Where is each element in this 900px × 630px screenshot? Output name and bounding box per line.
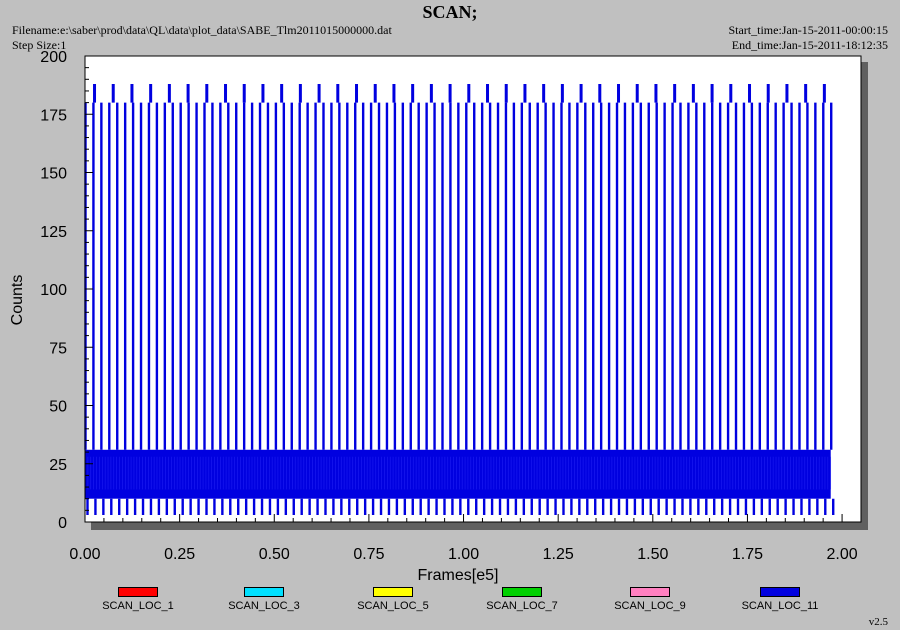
legend-item: SCAN_LOC_5 (338, 587, 448, 612)
y-tick-label: 75 (49, 340, 67, 357)
legend-swatch (502, 587, 542, 597)
y-tick-label: 200 (40, 49, 67, 66)
legend-swatch (244, 587, 284, 597)
x-tick-label: 0.25 (164, 546, 195, 563)
x-tick-label: 1.75 (732, 546, 763, 563)
y-tick-label: 175 (40, 107, 67, 124)
x-tick-label: 0.00 (69, 546, 100, 563)
x-axis-label: Frames[e5] (418, 567, 499, 584)
y-tick-label: 25 (49, 457, 67, 474)
y-tick-label: 0 (58, 515, 67, 532)
x-tick-label: 1.00 (448, 546, 479, 563)
legend-label: SCAN_LOC_7 (486, 600, 558, 612)
legend-item: SCAN_LOC_9 (595, 587, 705, 612)
y-tick-label: 50 (49, 399, 67, 416)
filename-label: Filename:e:\saber\prod\data\QL\data\plot… (12, 23, 392, 37)
legend-label: SCAN_LOC_11 (741, 600, 819, 612)
legend-item: SCAN_LOC_3 (209, 587, 319, 612)
legend-swatch (630, 587, 670, 597)
scan-loc-11-high-spikes (93, 83, 826, 103)
legend-swatch (760, 587, 800, 597)
legend-item: SCAN_LOC_1 (83, 587, 193, 612)
legend-label: SCAN_LOC_3 (228, 600, 300, 612)
legend-item: SCAN_LOC_7 (467, 587, 577, 612)
legend-item: SCAN_LOC_11 (725, 587, 835, 612)
scan-loc-11-baseline-band (85, 449, 831, 499)
end-time-label: End_time:Jan-15-2011-18:12:35 (731, 38, 888, 52)
plot-area (84, 55, 862, 523)
y-tick-label: 150 (40, 166, 67, 183)
legend-swatch (373, 587, 413, 597)
x-tick-label: 0.50 (259, 546, 290, 563)
x-tick-label: 2.00 (827, 546, 858, 563)
legend-label: SCAN_LOC_9 (614, 600, 686, 612)
y-tick-label: 125 (40, 224, 67, 241)
axis-layer: 0.00 0.25 0.50 0.75 1.00 1.25 1.50 1.75 2.00 0 25 5… (40, 49, 861, 563)
y-tick-label: 100 (40, 282, 67, 299)
x-tick-label: 1.50 (637, 546, 668, 563)
chart-title: SCAN; (422, 2, 478, 22)
x-tick-label: 0.75 (353, 546, 384, 563)
series-layer (84, 83, 835, 516)
legend-swatch (118, 587, 158, 597)
legend-label: SCAN_LOC_5 (357, 600, 429, 612)
x-tick-label: 1.25 (543, 546, 574, 563)
step-size-label: Step Size:1 (12, 38, 67, 52)
version-label: v2.5 (868, 616, 888, 628)
start-time-label: Start_time:Jan-15-2011-00:00:15 (728, 23, 888, 37)
y-axis-label: Counts (9, 275, 26, 326)
legend-label: SCAN_LOC_1 (102, 600, 174, 612)
